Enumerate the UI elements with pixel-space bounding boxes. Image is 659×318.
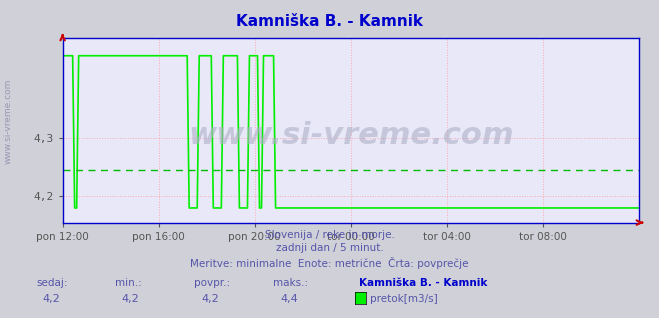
Text: sedaj:: sedaj: bbox=[36, 278, 68, 288]
Text: maks.:: maks.: bbox=[273, 278, 308, 288]
Text: pretok[m3/s]: pretok[m3/s] bbox=[370, 294, 438, 304]
Text: www.si-vreme.com: www.si-vreme.com bbox=[3, 78, 13, 163]
Text: 4,2: 4,2 bbox=[201, 294, 219, 304]
Text: Meritve: minimalne  Enote: metrične  Črta: povprečje: Meritve: minimalne Enote: metrične Črta:… bbox=[190, 257, 469, 269]
Text: Kamniška B. - Kamnik: Kamniška B. - Kamnik bbox=[236, 14, 423, 29]
Text: Slovenija / reke in morje.: Slovenija / reke in morje. bbox=[264, 230, 395, 239]
Text: 4,4: 4,4 bbox=[280, 294, 298, 304]
Text: povpr.:: povpr.: bbox=[194, 278, 231, 288]
Text: min.:: min.: bbox=[115, 278, 142, 288]
Text: zadnji dan / 5 minut.: zadnji dan / 5 minut. bbox=[275, 243, 384, 253]
Text: 4,2: 4,2 bbox=[122, 294, 140, 304]
Text: 4,2: 4,2 bbox=[43, 294, 61, 304]
Text: Kamniška B. - Kamnik: Kamniška B. - Kamnik bbox=[359, 278, 488, 288]
Text: www.si-vreme.com: www.si-vreme.com bbox=[188, 121, 514, 150]
